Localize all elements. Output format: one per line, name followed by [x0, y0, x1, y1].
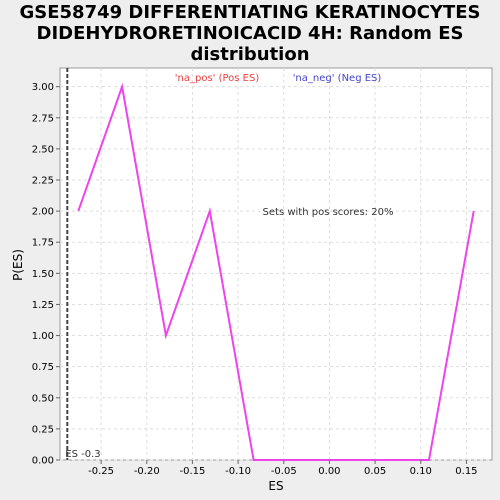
y-axis: 0.00 0.25 0.50 0.75 1.00 1.25 1.50 1.75 2.00 2.25… — [32, 82, 60, 467]
y-tick-label: 1.50 — [32, 269, 54, 280]
grid — [60, 68, 492, 461]
y-tick-label: 0.00 — [32, 456, 54, 467]
plot-area — [59, 67, 493, 461]
y-tick-label: 2.25 — [32, 176, 54, 187]
x-tick-label: 0.10 — [410, 466, 432, 477]
legend-pos-label: 'na_pos' (Pos ES) — [175, 73, 260, 84]
series-line — [77, 82, 475, 461]
chart-title-line-3: distribution — [190, 44, 310, 65]
y-tick-label: 0.25 — [32, 424, 54, 435]
y-tick-label: 3.00 — [32, 82, 54, 93]
x-axis-label: ES — [268, 479, 283, 493]
x-tick-label: -0.15 — [179, 466, 205, 477]
chart-title-line-2: DIDEHYDRORETINOICACID 4H: Random ES — [36, 23, 464, 44]
es-marker-label: ES -0.3 — [65, 449, 100, 460]
y-tick-label: 2.75 — [32, 113, 54, 124]
x-tick-label: -0.25 — [88, 466, 114, 477]
y-tick-label: 2.50 — [32, 144, 54, 155]
es-marker: ES -0.3 — [65, 68, 101, 460]
legend-neg-label: 'na_neg' (Neg ES) — [293, 73, 382, 84]
y-tick-label: 1.75 — [32, 238, 54, 249]
y-tick-label: 1.00 — [32, 331, 54, 342]
x-tick-label: -0.20 — [134, 466, 160, 477]
chart-title-line-1: GSE58749 DIFFERENTIATING KERATINOCYTES — [19, 2, 481, 23]
chart-title: GSE58749 DIFFERENTIATING KERATINOCYTES D… — [0, 2, 500, 65]
x-tick-label: 0.05 — [364, 466, 386, 477]
x-tick-label: 0.00 — [318, 466, 340, 477]
series-layer — [77, 82, 475, 461]
x-axis: -0.25 -0.20 -0.15 -0.10 -0.05 0.00 0.05 0.10 0.1… — [88, 460, 478, 477]
y-tick-label: 0.75 — [32, 362, 54, 373]
x-tick-label: -0.10 — [225, 466, 251, 477]
x-tick-label: -0.05 — [271, 466, 297, 477]
y-tick-label: 1.25 — [32, 300, 54, 311]
x-tick-label: 0.15 — [455, 466, 477, 477]
y-tick-label: 0.50 — [32, 393, 54, 404]
y-axis-label: P(ES) — [11, 249, 25, 281]
pos-score-annotation: Sets with pos scores: 20% — [263, 207, 394, 218]
y-tick-label: 2.00 — [32, 207, 54, 218]
